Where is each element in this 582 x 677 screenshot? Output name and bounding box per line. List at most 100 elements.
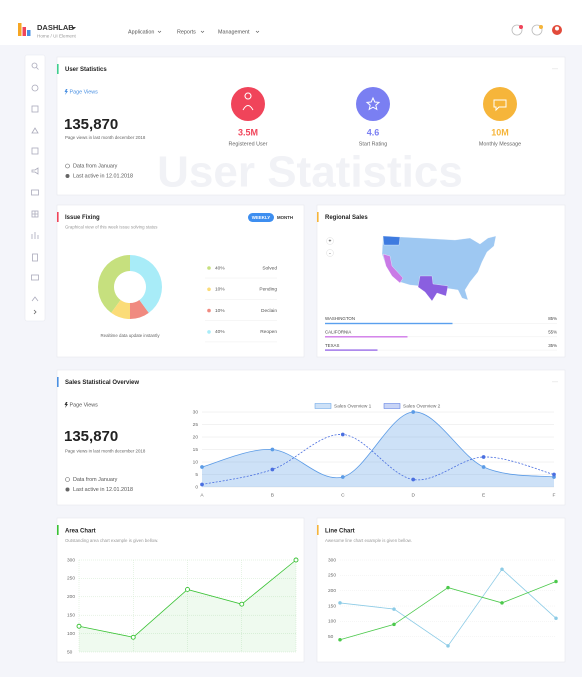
card-accent [317, 212, 319, 222]
point [200, 482, 204, 487]
y-tick-label: 150 [67, 612, 75, 618]
zoom-out[interactable]: - [329, 250, 331, 256]
stat-glyph [493, 99, 507, 112]
point [500, 567, 504, 571]
point [481, 455, 486, 459]
card-title: Issue Fixing [65, 215, 100, 221]
page-views-label: Page Views [70, 89, 99, 95]
y-tick-label: 250 [328, 573, 336, 579]
stat-icon [483, 87, 517, 121]
card [56, 517, 305, 663]
y-tick-label: 300 [328, 557, 336, 563]
tab-active[interactable] [248, 213, 274, 222]
legend-label: Sales Overview 1 [334, 403, 372, 409]
note: Last active in 12.01.2018 [73, 487, 133, 493]
stat-icon [231, 87, 265, 121]
point [270, 467, 275, 472]
legend-value: 40% [215, 265, 225, 271]
x-tick-label: B [271, 492, 274, 498]
point [340, 475, 345, 479]
nav-item[interactable]: Reports [177, 29, 196, 35]
card [316, 517, 566, 663]
card-subtitle: Outstanding area chart example is given … [65, 538, 158, 543]
point [130, 634, 136, 640]
card-accent [57, 377, 59, 387]
card-title: Regional Sales [325, 215, 368, 221]
y-tick-label: 5 [195, 472, 198, 478]
bar-label: CALIFORNIA [325, 329, 351, 334]
caret[interactable] [71, 27, 76, 30]
bar [325, 322, 453, 325]
card [316, 204, 566, 358]
legend-dot [207, 287, 211, 292]
y-tick-label: 250 [67, 576, 75, 582]
tab[interactable]: MONTH [277, 215, 293, 220]
point [340, 432, 345, 437]
y-tick-label: 100 [67, 631, 75, 637]
point [392, 622, 396, 627]
line [201, 434, 555, 485]
card-title: Line Chart [325, 529, 355, 535]
y-tick-label: 150 [328, 603, 336, 609]
bar [325, 349, 378, 351]
total: 135,870 [64, 116, 118, 133]
zoom-in[interactable]: + [329, 238, 332, 244]
y-tick-label: 25 [193, 422, 199, 428]
card-title: User Statistics [65, 67, 107, 73]
card-accent [57, 525, 59, 535]
point [411, 477, 416, 482]
point [554, 616, 558, 621]
y-tick-label: 30 [193, 409, 199, 415]
point [338, 601, 342, 605]
more-menu[interactable]: ··· [552, 67, 558, 73]
bolt-icon [64, 402, 68, 408]
x-tick-label: A [200, 492, 204, 498]
page-views-label: Page Views [70, 402, 99, 408]
card-title: Sales Statistical Overview [65, 380, 139, 386]
caption: Realtime data update instantly [100, 333, 160, 338]
x-tick-label: D [411, 492, 415, 498]
point [446, 644, 450, 648]
clock-icon [65, 163, 70, 169]
stat-glyph [242, 92, 254, 111]
header-icons [511, 24, 562, 36]
card [56, 204, 305, 358]
area [202, 411, 554, 487]
y-tick-label: 200 [328, 588, 336, 594]
sidebar-icons[interactable] [31, 62, 39, 315]
card-accent [57, 212, 59, 222]
legend-value: 40% [215, 329, 225, 335]
zoom-button[interactable] [326, 237, 334, 245]
notification-icon[interactable] [511, 24, 523, 36]
brand[interactable]: DASHLAB [37, 23, 74, 32]
stat-label: Monthly Message [479, 141, 521, 147]
legend-value: 10% [215, 308, 225, 314]
total: 135,870 [64, 428, 118, 445]
header [0, 0, 582, 45]
bar [325, 336, 408, 338]
y-tick-label: 300 [67, 557, 75, 563]
stat-icon [356, 87, 390, 121]
message-icon[interactable] [531, 24, 543, 36]
legend-label: Declain [261, 308, 277, 314]
stat-label: Registered User [229, 141, 268, 147]
tab[interactable]: WEEKLY [252, 215, 270, 220]
card-subtitle: Awesome line chart example is given bell… [325, 538, 412, 543]
legend-label: Pending [259, 287, 277, 293]
watermark: User Statistics [157, 148, 463, 197]
more-menu[interactable]: ··· [552, 380, 558, 386]
legend-value: 10% [215, 287, 225, 293]
y-tick-label: 10 [193, 459, 199, 465]
zoom-button[interactable] [326, 249, 334, 257]
legend-dot [207, 266, 211, 270]
nav-item[interactable]: Application [128, 29, 154, 35]
breadcrumb: Home / UI Element [37, 34, 77, 39]
y-tick-label: 50 [328, 634, 334, 640]
clock-icon [65, 477, 70, 482]
nav-caret [157, 30, 260, 33]
note: Last active in 12.01.2018 [73, 173, 133, 179]
bar-value: 55% [548, 329, 557, 334]
sidebar [24, 54, 46, 322]
nav-item[interactable]: Management [218, 29, 250, 35]
